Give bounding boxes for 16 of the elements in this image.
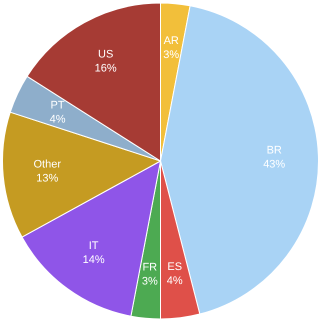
slice-label: FR: [142, 261, 158, 274]
slice-label: US: [98, 48, 114, 60]
data-label: 14%: [82, 254, 105, 266]
data-label: 16%: [94, 62, 117, 74]
slice-label: Other: [33, 158, 62, 171]
slice-label: IT: [88, 240, 99, 252]
data-label: 13%: [36, 172, 58, 185]
slice-label: ES: [167, 260, 182, 273]
slice-label: AR: [164, 34, 179, 47]
data-label: 4%: [50, 114, 66, 126]
data-label: 3%: [142, 275, 158, 288]
data-label: 4%: [166, 274, 183, 287]
slice-label: BR: [266, 144, 282, 156]
data-label: 3%: [163, 48, 180, 61]
data-label: 43%: [263, 158, 286, 170]
slice-label: PT: [50, 100, 65, 112]
